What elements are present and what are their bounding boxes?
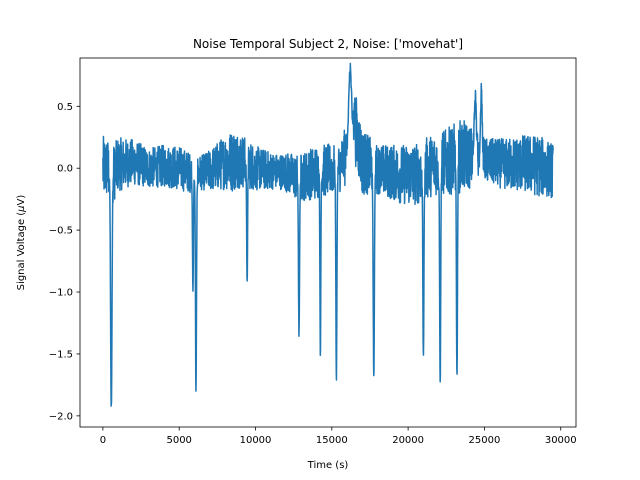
series-line xyxy=(102,62,554,407)
y-tick-label: 0.5 xyxy=(57,102,73,113)
y-tick-label: −1.0 xyxy=(49,288,73,299)
y-tick-label: −2.0 xyxy=(49,411,73,422)
y-axis-label-unit-symbol: μ xyxy=(16,205,27,212)
chart-title: Noise Temporal Subject 2, Noise: ['moveh… xyxy=(193,37,463,51)
x-tick-label: 0 xyxy=(100,435,106,446)
x-tick-label: 5000 xyxy=(166,435,191,446)
y-tick-label: 0.0 xyxy=(57,164,73,175)
x-tick-label: 20000 xyxy=(392,435,424,446)
y-axis-label-suffix: V) xyxy=(16,195,27,206)
axes-frame xyxy=(79,57,577,428)
y-axis: 0.5 0.0 −0.5 −1.0 −1.5 −2.0 xyxy=(49,102,80,422)
y-axis-label-prefix: Signal Voltage ( xyxy=(16,212,27,291)
x-tick-label: 15000 xyxy=(316,435,348,446)
y-tick-label: −1.5 xyxy=(49,349,73,360)
x-axis-label: Time (s) xyxy=(307,460,349,471)
y-axis-label: Signal Voltage (μV) xyxy=(16,195,27,291)
x-axis: 0 5000 10000 15000 20000 25000 30000 xyxy=(100,427,577,446)
x-tick-label: 10000 xyxy=(240,435,272,446)
x-tick-label: 25000 xyxy=(469,435,501,446)
plot-area xyxy=(102,62,554,407)
x-tick-label: 30000 xyxy=(545,435,577,446)
y-tick-label: −0.5 xyxy=(49,226,73,237)
